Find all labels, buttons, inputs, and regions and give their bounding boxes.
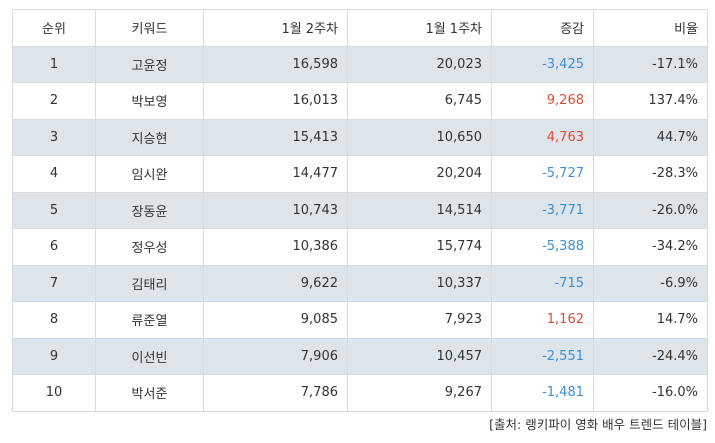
keyword-cell: 고윤정 bbox=[95, 45, 204, 83]
table-row: 5 장동윤 10,743 14,514 -3,771 -26.0% bbox=[12, 191, 708, 229]
week1-cell: 15,774 bbox=[347, 228, 492, 266]
header-change: 증감 bbox=[491, 9, 594, 47]
ratio-cell: -17.1% bbox=[593, 45, 708, 83]
table-row: 8 류준열 9,085 7,923 1,162 14.7% bbox=[12, 301, 708, 339]
rank-cell: 2 bbox=[12, 82, 96, 120]
table-row: 9 이선빈 7,906 10,457 -2,551 -24.4% bbox=[12, 337, 708, 375]
ratio-cell: -34.2% bbox=[593, 228, 708, 266]
ratio-cell: 14.7% bbox=[593, 301, 708, 339]
keyword-cell: 박보영 bbox=[95, 82, 204, 120]
week1-cell: 10,337 bbox=[347, 264, 492, 302]
rank-cell: 8 bbox=[12, 301, 96, 339]
keyword-cell: 임시완 bbox=[95, 155, 204, 193]
header-ratio: 비율 bbox=[593, 9, 708, 47]
keyword-cell: 장동윤 bbox=[95, 191, 204, 229]
table-row: 7 김태리 9,622 10,337 -715 -6.9% bbox=[12, 264, 708, 302]
change-cell: -3,425 bbox=[491, 45, 594, 83]
week2-cell: 15,413 bbox=[203, 118, 348, 156]
ratio-cell: -24.4% bbox=[593, 337, 708, 375]
change-cell: -3,771 bbox=[491, 191, 594, 229]
change-cell: -1,481 bbox=[491, 374, 594, 412]
ratio-cell: 137.4% bbox=[593, 82, 708, 120]
ratio-cell: -28.3% bbox=[593, 155, 708, 193]
table-row: 1 고윤정 16,598 20,023 -3,425 -17.1% bbox=[12, 45, 708, 83]
rank-cell: 6 bbox=[12, 228, 96, 266]
keyword-cell: 박서준 bbox=[95, 374, 204, 412]
source-caption: [출처: 랭키파이 영화 배우 트렌드 테이블] bbox=[489, 417, 707, 432]
keyword-cell: 류준열 bbox=[95, 301, 204, 339]
ratio-cell: 44.7% bbox=[593, 118, 708, 156]
week1-cell: 20,023 bbox=[347, 45, 492, 83]
header-keyword: 키워드 bbox=[95, 9, 204, 47]
rank-cell: 7 bbox=[12, 264, 96, 302]
header-week2: 1월 2주차 bbox=[203, 9, 348, 47]
week2-cell: 9,622 bbox=[203, 264, 348, 302]
table-row: 3 지승현 15,413 10,650 4,763 44.7% bbox=[12, 118, 708, 156]
week2-cell: 14,477 bbox=[203, 155, 348, 193]
table-row: 4 임시완 14,477 20,204 -5,727 -28.3% bbox=[12, 155, 708, 193]
keyword-cell: 지승현 bbox=[95, 118, 204, 156]
rank-cell: 4 bbox=[12, 155, 96, 193]
week2-cell: 10,743 bbox=[203, 191, 348, 229]
rank-cell: 5 bbox=[12, 191, 96, 229]
table-header-row: 순위 키워드 1월 2주차 1월 1주차 증감 비율 bbox=[12, 9, 708, 47]
table-row: 6 정우성 10,386 15,774 -5,388 -34.2% bbox=[12, 228, 708, 266]
ranking-table: 순위 키워드 1월 2주차 1월 1주차 증감 비율 1 고윤정 16,598 … bbox=[12, 9, 708, 412]
rank-cell: 3 bbox=[12, 118, 96, 156]
ratio-cell: -16.0% bbox=[593, 374, 708, 412]
week1-cell: 7,923 bbox=[347, 301, 492, 339]
week1-cell: 10,457 bbox=[347, 337, 492, 375]
week2-cell: 16,598 bbox=[203, 45, 348, 83]
keyword-cell: 이선빈 bbox=[95, 337, 204, 375]
week2-cell: 7,906 bbox=[203, 337, 348, 375]
rank-cell: 1 bbox=[12, 45, 96, 83]
week2-cell: 10,386 bbox=[203, 228, 348, 266]
week2-cell: 7,786 bbox=[203, 374, 348, 412]
table-row: 10 박서준 7,786 9,267 -1,481 -16.0% bbox=[12, 374, 708, 412]
change-cell: -715 bbox=[491, 264, 594, 302]
week1-cell: 9,267 bbox=[347, 374, 492, 412]
keyword-cell: 김태리 bbox=[95, 264, 204, 302]
week2-cell: 16,013 bbox=[203, 82, 348, 120]
table-row: 2 박보영 16,013 6,745 9,268 137.4% bbox=[12, 82, 708, 120]
rank-cell: 9 bbox=[12, 337, 96, 375]
week2-cell: 9,085 bbox=[203, 301, 348, 339]
header-week1: 1월 1주차 bbox=[347, 9, 492, 47]
change-cell: 4,763 bbox=[491, 118, 594, 156]
week1-cell: 14,514 bbox=[347, 191, 492, 229]
change-cell: -5,388 bbox=[491, 228, 594, 266]
change-cell: -5,727 bbox=[491, 155, 594, 193]
change-cell: 9,268 bbox=[491, 82, 594, 120]
ratio-cell: -26.0% bbox=[593, 191, 708, 229]
change-cell: 1,162 bbox=[491, 301, 594, 339]
week1-cell: 20,204 bbox=[347, 155, 492, 193]
rank-cell: 10 bbox=[12, 374, 96, 412]
change-cell: -2,551 bbox=[491, 337, 594, 375]
header-rank: 순위 bbox=[12, 9, 96, 47]
week1-cell: 6,745 bbox=[347, 82, 492, 120]
ratio-cell: -6.9% bbox=[593, 264, 708, 302]
week1-cell: 10,650 bbox=[347, 118, 492, 156]
keyword-cell: 정우성 bbox=[95, 228, 204, 266]
